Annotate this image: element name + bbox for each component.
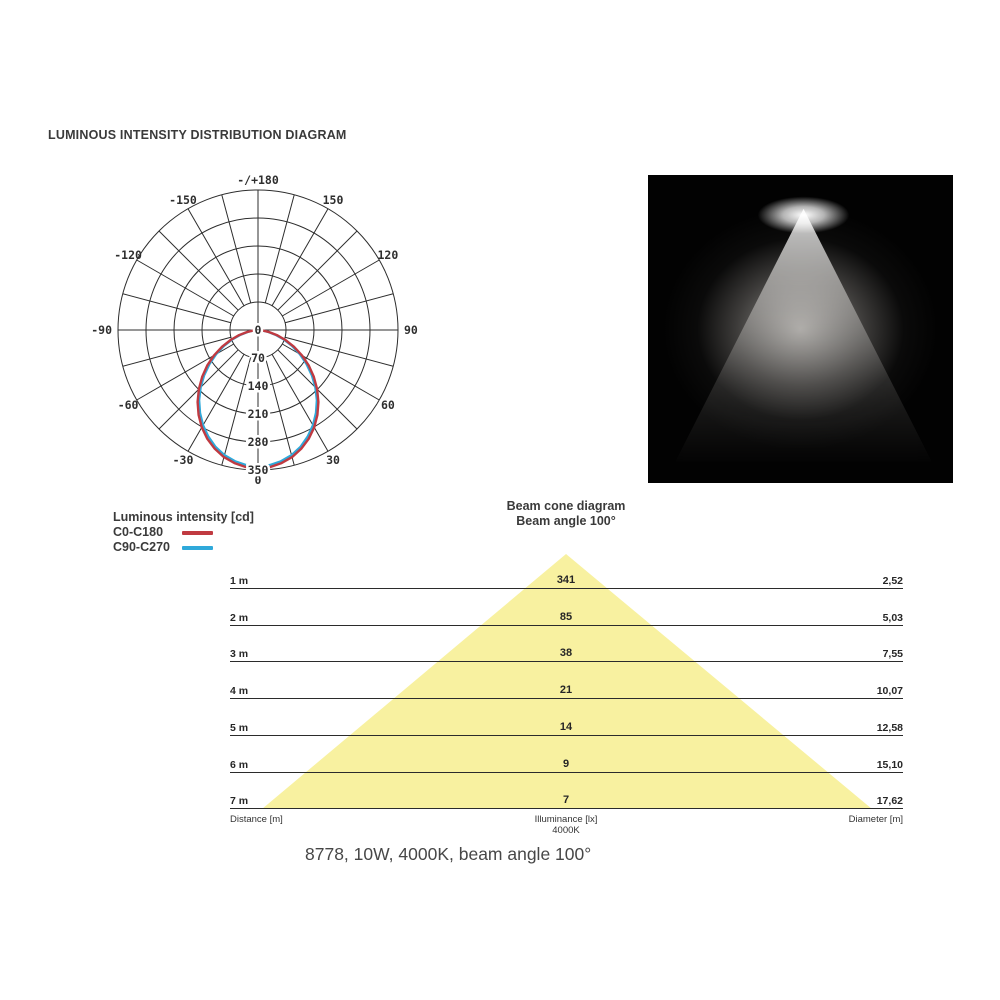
beam-row-illuminance: 85 <box>559 611 573 623</box>
beam-row-diameter: 10,07 <box>876 685 903 697</box>
angle-label--30: -30 <box>173 453 194 467</box>
illuminance-axis-line2: 4000K <box>552 825 580 836</box>
legend-label-c0: C0-C180 <box>113 525 164 539</box>
beam-row-illuminance: 21 <box>559 684 573 696</box>
beam-row-illuminance: 38 <box>559 647 573 659</box>
beam-row-illuminance: 7 <box>562 794 570 806</box>
page-title: LUMINOUS INTENSITY DISTRIBUTION DIAGRAM <box>48 128 347 142</box>
legend-item-c0: C0-C180 <box>113 525 254 540</box>
beam-row-line <box>230 808 903 809</box>
polar-curves <box>196 328 320 470</box>
photo-light-source <box>648 175 953 483</box>
beam-row-line <box>230 772 903 773</box>
angle-label--/+180: -/+180 <box>237 173 279 187</box>
angle-label--150: -150 <box>169 193 197 207</box>
legend-item-c90: C90-C270 <box>113 540 254 555</box>
radial-tick-140: 140 <box>248 379 269 393</box>
beam-row-diameter: 17,62 <box>876 795 903 807</box>
beam-row-diameter: 2,52 <box>882 575 903 587</box>
beam-cone-subtitle: Beam angle 100° <box>516 514 616 528</box>
radial-tick-280: 280 <box>248 435 269 449</box>
beam-row-distance: 4 m <box>230 685 249 697</box>
polar-legend: Luminous intensity [cd] C0-C180 C90-C270 <box>113 510 254 555</box>
angle-label-150: 150 <box>323 193 344 207</box>
angle-label-60: 60 <box>381 398 395 412</box>
beam-cone-title: Beam cone diagram <box>506 499 626 513</box>
beam-row-line <box>230 625 903 626</box>
beam-row-distance: 3 m <box>230 648 249 660</box>
beam-row-diameter: 5,03 <box>882 612 903 624</box>
polar-labels: -/+180 150 -150 120 -120 90 -90 60 -60 30 -30 0 0 70 1… <box>91 173 418 487</box>
beam-row-distance: 6 m <box>230 759 249 771</box>
legend-label-c90: C90-C270 <box>113 540 170 554</box>
radial-tick-0: 0 <box>255 323 262 337</box>
beam-row-distance: 5 m <box>230 722 249 734</box>
angle-label--90: -90 <box>91 323 112 337</box>
product-caption: 8778, 10W, 4000K, beam angle 100° <box>305 844 592 864</box>
beam-photo <box>648 175 953 483</box>
beam-row-line <box>230 698 903 699</box>
beam-row-diameter: 12,58 <box>876 722 903 734</box>
angle-label--120: -120 <box>114 248 142 262</box>
diameter-axis-label: Diameter [m] <box>848 814 903 825</box>
angle-label-120: 120 <box>378 248 399 262</box>
beam-row-illuminance: 9 <box>562 758 570 770</box>
radial-tick-70: 70 <box>251 351 265 365</box>
angle-label-30: 30 <box>326 453 340 467</box>
radial-tick-350: 350 <box>248 463 269 477</box>
angle-label--60: -60 <box>118 398 139 412</box>
legend-title: Luminous intensity [cd] <box>113 510 254 524</box>
c90-line-swatch <box>182 546 213 550</box>
curve-c0-c180 <box>196 328 320 470</box>
beam-row-distance: 2 m <box>230 612 249 624</box>
beam-row-distance: 1 m <box>230 575 249 587</box>
beam-row-illuminance: 341 <box>556 574 576 586</box>
beam-row-distance: 7 m <box>230 795 249 807</box>
illuminance-axis-line1: Illuminance [lx] <box>534 814 598 825</box>
distance-axis-label: Distance [m] <box>230 814 283 825</box>
beam-row-diameter: 15,10 <box>876 759 903 771</box>
c0-line-swatch <box>182 531 213 535</box>
radial-tick-210: 210 <box>248 407 269 421</box>
beam-row-line <box>230 588 903 589</box>
luminous-intensity-polar-chart: -/+180 150 -150 120 -120 90 -90 60 -60 30 -30 0 0 70 1… <box>91 173 418 487</box>
illuminance-axis-label: Illuminance [lx] 4000K <box>416 814 716 836</box>
beam-row-diameter: 7,55 <box>882 648 903 660</box>
angle-label-0: 0 <box>255 473 262 487</box>
beam-row-line <box>230 735 903 736</box>
angle-label-90: 90 <box>404 323 418 337</box>
beam-cone-title-block: Beam cone diagram Beam angle 100° <box>416 499 716 529</box>
beam-row-illuminance: 14 <box>559 721 573 733</box>
beam-row-line <box>230 661 903 662</box>
